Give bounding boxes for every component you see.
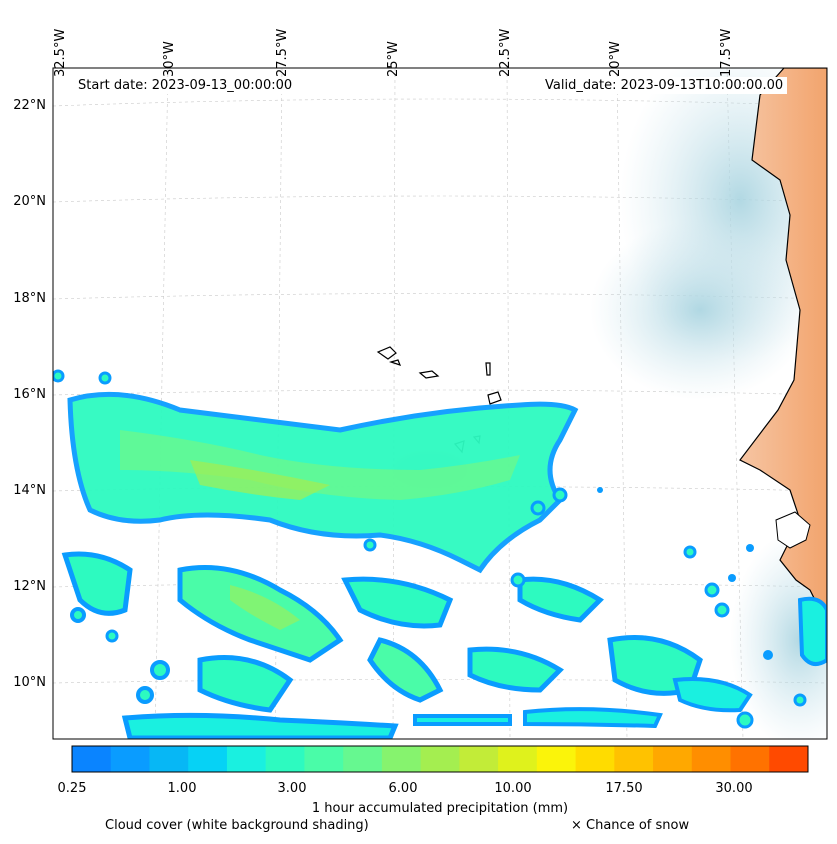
- cloud-cover-note: Cloud cover (white background shading): [105, 818, 369, 833]
- lon-label-17.5w: 17.5°W: [719, 28, 734, 77]
- lon-label-25w: 25°W: [386, 41, 401, 77]
- map-frame: [52, 67, 828, 740]
- lat-label-18n: 18°N: [13, 291, 46, 306]
- colorbar-swatch: [188, 746, 228, 772]
- lat-label-20n: 20°N: [13, 194, 46, 209]
- colorbar-tick: 6.00: [388, 781, 418, 796]
- colorbar-swatch: [149, 746, 189, 772]
- colorbar-frame: [71, 745, 809, 773]
- lat-label-22n: 22°N: [13, 98, 46, 113]
- colorbar-swatch: [769, 746, 809, 772]
- colorbar-tick: 0.25: [57, 781, 87, 796]
- colorbar-swatch: [536, 746, 577, 772]
- colorbar-swatch: [498, 746, 538, 772]
- colorbar-swatch: [575, 746, 615, 772]
- lat-label-12n: 12°N: [13, 579, 46, 594]
- colorbar-tick: 30.00: [715, 781, 753, 796]
- precipitation-field: [53, 369, 827, 739]
- colorbar-swatch: [420, 746, 460, 772]
- colorbar-tick: 17.50: [605, 781, 643, 796]
- start-date-label: Start date: 2023-09-13_00:00:00: [74, 77, 297, 94]
- valid-date-label: Valid_date: 2023-09-13T10:00:00.00: [541, 77, 788, 94]
- colorbar-swatch: [304, 746, 344, 772]
- colorbar-swatch: [226, 746, 267, 772]
- colorbar-swatch: [72, 746, 112, 772]
- lon-label-30w: 30°W: [162, 41, 177, 77]
- colorbar-swatch: [381, 746, 422, 772]
- lon-label-32.5w: 32.5°W: [53, 28, 68, 77]
- colorbar-swatch: [343, 746, 383, 772]
- colorbar-swatch: [614, 746, 654, 772]
- colorbar-swatch: [653, 746, 693, 772]
- colorbar-swatch: [730, 746, 770, 772]
- land-africa: [739, 68, 827, 631]
- lat-label-16n: 16°N: [13, 387, 46, 402]
- colorbar-swatch: [459, 746, 499, 772]
- colorbar-title: 1 hour accumulated precipitation (mm): [311, 801, 569, 816]
- colorbar-swatch: [265, 746, 305, 772]
- colorbar-tick: 10.00: [494, 781, 532, 796]
- map-plot-area: [53, 68, 827, 739]
- lon-label-22.5w: 22.5°W: [498, 28, 513, 77]
- colorbar-tick: 3.00: [277, 781, 307, 796]
- snow-note: × Chance of snow: [571, 818, 690, 833]
- colorbar-swatch: [110, 746, 150, 772]
- lat-label-14n: 14°N: [13, 483, 46, 498]
- lon-label-20w: 20°W: [608, 41, 623, 77]
- lon-label-27.5w: 27.5°W: [275, 28, 290, 77]
- lat-label-10n: 10°N: [13, 675, 46, 690]
- colorbar: [72, 746, 809, 772]
- colorbar-tick: 1.00: [167, 781, 197, 796]
- colorbar-swatch: [691, 746, 732, 772]
